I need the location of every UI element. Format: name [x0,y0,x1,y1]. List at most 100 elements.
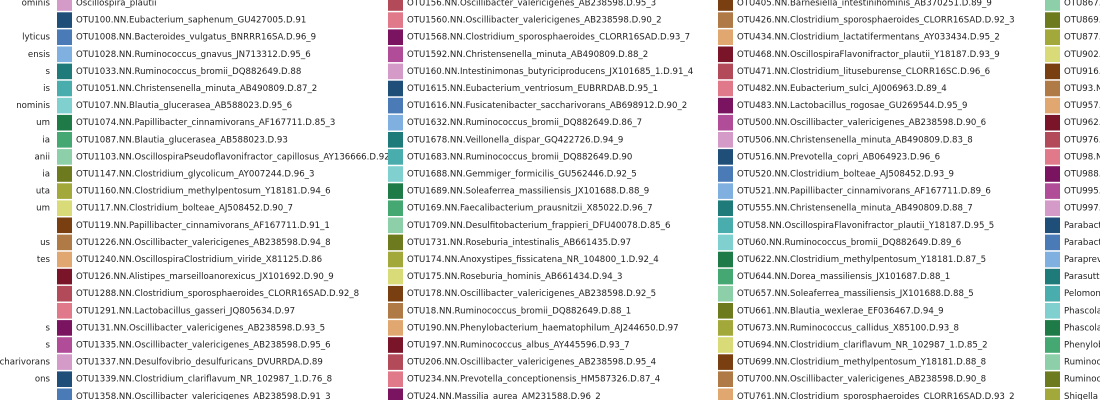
legend-swatch [1045,217,1060,234]
legend-label: lyticus [22,33,50,43]
legend-label: OTU657.NN.Soleaferrea_massiliensis_JX101… [737,289,974,299]
legend-label: OTU1731.NN.Roseburia_intestinalis_AB6614… [407,238,631,248]
legend-label: OTU1147.NN.Clostridium_glycolicum_AY0072… [76,170,314,180]
legend-swatch [718,388,733,400]
legend-swatch [718,12,733,28]
legend-label: OTU1288.NN.Clostridium_sporosphaeroides_… [76,289,359,299]
legend-swatch [57,183,72,199]
legend-label: OTU468.NN.OscillospiraFlavonifractor_pla… [737,50,1000,60]
legend-label: OTU644.NN.Dorea_massiliensis_JX101687.D.… [737,272,950,282]
legend-swatch [1045,183,1060,199]
legend-swatch [1045,337,1060,353]
legend-label: Phascolar [1064,323,1100,333]
legend-label: OTU694.NN.Clostridium_clariflavum_NR_102… [737,341,988,351]
legend-label: OTU58.NN.OscillospiraFlavonifractor_plau… [737,221,994,231]
legend-label: OTU1615.NN.Eubacterium_ventriosum_EUBRRD… [407,84,658,94]
legend-swatch [57,80,72,97]
legend-swatch [388,371,403,387]
legend-label: OTU916.N [1064,67,1100,77]
legend-label: OTU995.N [1064,187,1100,197]
legend-swatch [718,80,733,97]
legend-swatch [718,200,733,216]
legend-label: OTU169.NN.Faecalibacterium_prausnitzii_X… [407,204,653,214]
legend-label: OTU1240.NN.OscillospiraClostridium_virid… [76,255,322,265]
legend-label: Parabacte [1064,221,1100,231]
legend-swatch [57,337,72,353]
legend-swatch [388,46,403,63]
legend-swatch [388,0,403,11]
legend-label: OTU699.NN.Clostridium_methylpentosum_Y18… [737,358,986,368]
legend-label: OTU1339.NN.Clostridium_clariflavum_NR_10… [76,375,332,385]
legend-label: um [36,204,50,214]
legend-label: OTU661.NN.Blautia_wexlerae_EF036467.D.94… [737,306,944,316]
legend-label: OTU1028.NN.Ruminococcus_gnavus_JN713312.… [76,50,311,60]
legend-swatch [388,388,403,400]
legend-swatch [718,268,733,285]
legend-label: OTU405.NN.Barnesiella_intestinihominis_A… [737,0,992,9]
legend-swatch [388,80,403,97]
legend-swatch [1045,149,1060,165]
legend-label: OTU1051.NN.Christensenella_minuta_AB4908… [76,84,317,94]
legend-label: OTU93.N [1064,84,1100,94]
legend-label: OTU160.NN.Intestinimonas_butyriciproduce… [407,67,693,77]
legend-label: OTU1087.NN.Blautia_glucerasea_AB588023.D… [76,135,288,145]
legend-label: ensis [28,50,51,60]
legend-label: OTU1335.NN.Oscillibacter_valericigenes_A… [76,341,331,351]
legend-swatch [718,132,733,148]
legend-label: OTU957.N [1064,101,1100,111]
legend-label: OTU622.NN.Clostridium_methylpentosum_Y18… [737,255,986,265]
legend-label: Phascolar [1064,306,1100,316]
legend-swatch [1045,97,1060,114]
legend-label: OTU178.NN.Oscillibacter_valericigenes_AB… [407,289,656,299]
legend-label: OTU962.N [1064,118,1100,128]
legend-label: anii [35,152,51,162]
legend-label: OTU1033.NN.Ruminococcus_bromii_DQ882649.… [76,67,301,77]
legend-swatch [1045,80,1060,97]
legend-swatch [388,320,403,336]
legend-swatch [57,251,72,268]
legend-swatch [1045,320,1060,336]
legend-swatch [388,97,403,114]
legend-label: OTU673.NN.Ruminococcus_callidus_X85100.D… [737,323,959,333]
legend-label: s [46,341,51,351]
legend-label: ons [35,375,51,385]
legend-label: Pelomona [1064,289,1100,299]
legend-label: OTU902.N [1064,50,1100,60]
legend-label: OTU1103.NN.OscillospiraPseudoflavonifrac… [76,152,399,162]
legend-swatch [1045,12,1060,28]
legend-label: OTU516.NN.Prevotella_copri_AB064923.D.96… [737,152,940,162]
legend-swatch [1045,371,1060,387]
legend-swatch [388,234,403,251]
legend-swatch [1045,388,1060,400]
legend-swatch [718,63,733,80]
legend-swatch [718,183,733,199]
legend-label: OTU434.NN.Clostridium_lactatifermentans_… [737,33,1000,43]
legend-label: OTU107.NN.Blautia_glucerasea_AB588023.D.… [76,101,292,111]
legend-label: OTU555.NN.Christensenella_minuta_AB49080… [737,204,973,214]
legend-swatch [57,268,72,285]
legend-label: OTU482.NN.Eubacterium_sulci_AJ006963.D.8… [737,84,947,94]
legend-swatch [388,337,403,353]
legend-swatch [718,285,733,302]
legend-swatch [57,303,72,319]
legend-swatch [718,46,733,63]
legend-label: Oscillospira_plautii [76,0,157,9]
legend-label: um [36,118,50,128]
legend-swatch [57,217,72,234]
legend-label: OTU117.NN.Clostridium_bolteae_AJ508452.D… [76,204,293,214]
legend-label: Parabacte [1064,238,1100,248]
legend-label: OTU1688.NN.Gemmiger_formicilis_GU562446.… [407,170,637,180]
legend-label: OTU483.NN.Lactobacillus_rogosae_GU269544… [737,101,967,111]
legend-label: OTU156.NN.Oscillibacter_valericigenes_AB… [407,0,656,9]
legend-label: OTU988.N [1064,170,1100,180]
legend-label: Ruminoco [1064,375,1100,385]
legend-swatch [57,0,72,11]
legend-label: us [40,238,50,248]
legend-label: ia [42,170,50,180]
legend-swatch [57,97,72,114]
legend-label: OTU1226.NN.Oscillibacter_valericigenes_A… [76,238,331,248]
legend-label: OTU500.NN.Oscillibacter_valericigenes_AB… [737,118,986,128]
legend-label: Parapreve [1064,255,1100,265]
legend-swatch [388,354,403,370]
legend-label: OTU100.NN.Eubacterium_saphenum_GU427005.… [76,16,306,26]
